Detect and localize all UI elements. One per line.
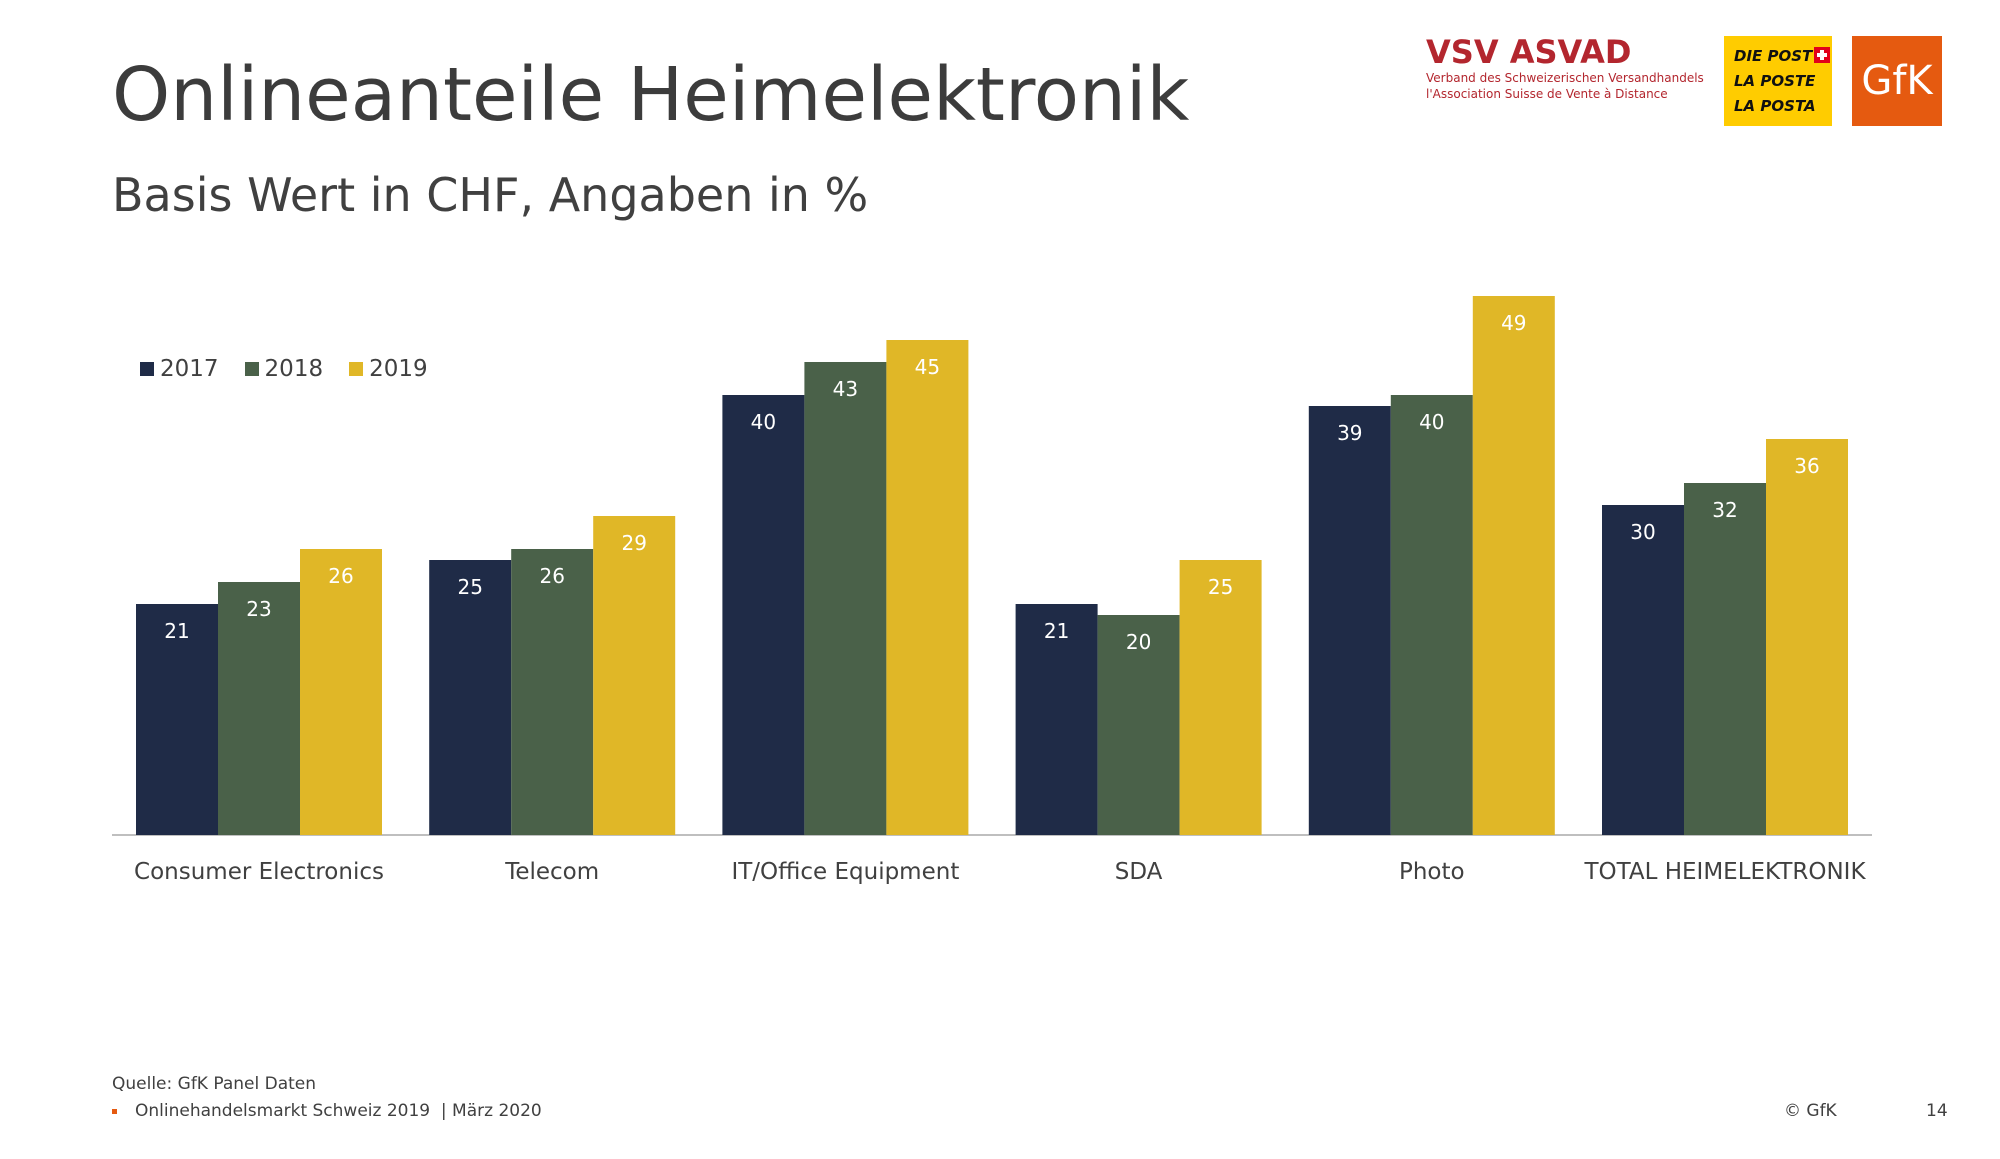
- page-number: 14: [1926, 1101, 1948, 1121]
- die-post-logo: DIE POST LA POSTE LA POSTA: [1724, 36, 1832, 126]
- data-label-telecom-2017: 25: [457, 575, 482, 599]
- footer-report: Onlinehandelsmarkt Schweiz 2019 | März 2…: [112, 1101, 542, 1121]
- bar-telecom-2019: [593, 516, 676, 835]
- bar-sda-2017: [1015, 604, 1098, 835]
- bar-photo-2017: [1308, 406, 1391, 835]
- data-label-sda-2018: 20: [1126, 630, 1151, 654]
- bar-telecom-2017: [429, 560, 512, 835]
- copyright: © GfK: [1784, 1101, 1837, 1121]
- category-label-consumer-electronics: Consumer Electronics: [134, 859, 384, 885]
- post-logo-line1: DIE POST: [1734, 47, 1813, 65]
- footer-report-name: Onlinehandelsmarkt Schweiz 2019: [135, 1101, 431, 1121]
- legend-swatch-2019: [349, 362, 364, 376]
- bar-it-office-equipment-2019: [886, 340, 969, 835]
- legend-label-2019: 2019: [369, 356, 428, 382]
- orange-bullet-icon: [112, 1108, 117, 1114]
- source-note: Quelle: GfK Panel Daten: [112, 1074, 317, 1094]
- bar-photo-2018: [1390, 395, 1473, 835]
- category-label-it-office-equipment: IT/Office Equipment: [731, 859, 959, 885]
- bar-telecom-2018: [511, 549, 594, 835]
- post-logo-line2: LA POSTE: [1734, 72, 1816, 90]
- bar-it-office-equipment-2017: [722, 395, 805, 835]
- data-label-it-office-equipment-2018: 43: [833, 377, 858, 401]
- data-label-it-office-equipment-2019: 45: [915, 355, 940, 379]
- data-label-telecom-2019: 29: [621, 531, 646, 555]
- page-title: Onlineanteile Heimelektronik: [112, 52, 1190, 138]
- legend-item-2018: 2018: [244, 356, 324, 382]
- bar-photo-2019: [1472, 296, 1555, 835]
- footer-report-date: | März 2020: [440, 1101, 542, 1121]
- post-logo-line3: LA POSTA: [1734, 97, 1816, 115]
- bar-chart: 21 23 26 Consumer Electronics 25 26 29 Telecom 4…: [112, 296, 1872, 885]
- data-label-consumer-electronics-2019: 26: [328, 564, 353, 588]
- data-label-total-heimelektronik-2017: 30: [1630, 520, 1655, 544]
- data-label-consumer-electronics-2017: 21: [164, 619, 189, 643]
- legend-label-2017: 2017: [160, 356, 219, 382]
- data-label-it-office-equipment-2017: 40: [751, 410, 776, 434]
- bar-consumer-electronics-2017: [136, 604, 218, 835]
- legend-item-2017: 2017: [140, 356, 219, 382]
- bar-sda-2018: [1097, 615, 1180, 835]
- data-label-sda-2017: 21: [1044, 619, 1069, 643]
- bar-consumer-electronics-2018: [218, 582, 300, 835]
- data-label-telecom-2018: 26: [539, 564, 564, 588]
- vsv-asvad-logo: VSV ASVAD Verband des Schweizerischen Ve…: [1426, 34, 1706, 102]
- bar-total-heimelektronik-2019: [1766, 439, 1848, 835]
- vsv-logo-name: VSV ASVAD: [1426, 33, 1632, 71]
- vsv-logo-line2: l'Association Suisse de Vente à Distance: [1426, 87, 1668, 101]
- bar-total-heimelektronik-2017: [1602, 505, 1684, 835]
- category-label-total-heimelektronik: TOTAL HEIMELEKTRONIK: [1583, 859, 1866, 885]
- category-label-sda: SDA: [1115, 859, 1163, 885]
- category-label-telecom: Telecom: [504, 859, 599, 885]
- bar-sda-2019: [1179, 560, 1262, 835]
- vsv-logo-line1: Verband des Schweizerischen Versandhande…: [1426, 71, 1704, 85]
- data-label-photo-2019: 49: [1501, 311, 1526, 335]
- bar-it-office-equipment-2018: [804, 362, 887, 835]
- page-subtitle: Basis Wert in CHF, Angaben in %: [112, 168, 869, 222]
- legend-label-2018: 2018: [264, 356, 324, 382]
- legend-swatch-2017: [140, 362, 154, 376]
- legend-item-2019: 2019: [349, 356, 428, 382]
- data-label-total-heimelektronik-2019: 36: [1794, 454, 1819, 478]
- swiss-cross-icon: [1814, 47, 1831, 63]
- data-label-photo-2018: 40: [1419, 410, 1444, 434]
- data-label-photo-2017: 39: [1337, 421, 1362, 445]
- data-label-total-heimelektronik-2018: 32: [1712, 498, 1737, 522]
- bar-consumer-electronics-2019: [300, 549, 382, 835]
- bar-total-heimelektronik-2018: [1684, 483, 1766, 835]
- gfk-logo: GfK: [1852, 36, 1942, 126]
- data-label-sda-2019: 25: [1208, 575, 1233, 599]
- legend-swatch-2018: [244, 362, 259, 376]
- category-label-photo: Photo: [1399, 859, 1465, 885]
- data-label-consumer-electronics-2018: 23: [246, 597, 271, 621]
- chart-legend: 2017 2018 2019: [140, 356, 428, 382]
